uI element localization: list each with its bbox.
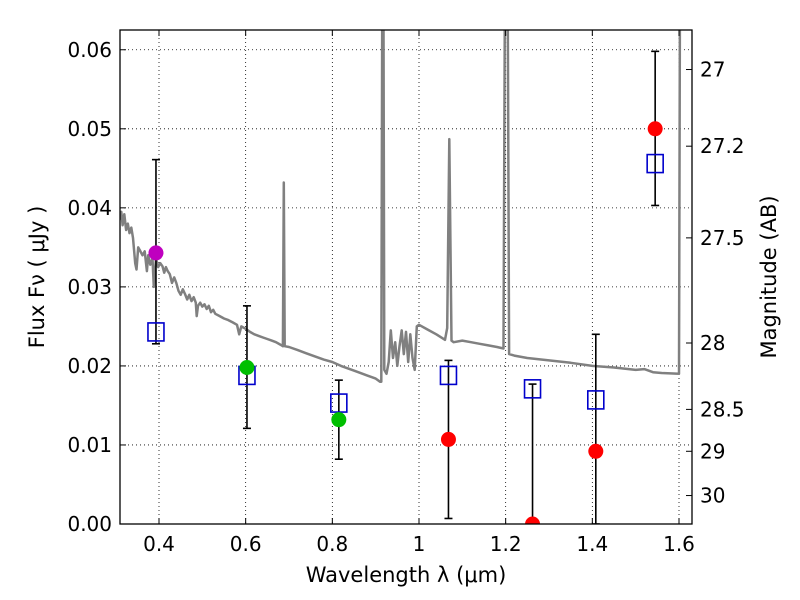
measurement-point — [148, 245, 164, 261]
x-tick-label: 1.6 — [663, 532, 695, 556]
y-tick-label: 0.04 — [67, 196, 112, 220]
y-tick-label: 0.01 — [67, 433, 112, 457]
x-tick-label: 1 — [413, 532, 426, 556]
model-flux-box — [330, 393, 348, 413]
model-flux-boxes-group — [147, 153, 664, 413]
plot-frame — [119, 29, 693, 525]
x-axis-label: Wavelength λ (μm) — [306, 563, 507, 587]
x-tick-label: 0.6 — [230, 532, 262, 556]
model-spectrum-line — [120, 30, 682, 383]
measurement-point — [525, 516, 541, 524]
x-tick-label: 1.4 — [576, 532, 608, 556]
model-flux-box — [439, 365, 458, 386]
x-tick-label: 1.2 — [490, 532, 522, 556]
x-axis-ticks: 0.4 0.6 0.8 1 1.2 1.4 1.6 — [143, 30, 695, 556]
right-tick-label: 30 — [700, 484, 725, 508]
measurement-point — [331, 412, 347, 428]
y-tick-label: 0.06 — [67, 38, 112, 62]
model-flux-box — [586, 390, 605, 410]
right-axis-ticks: 27 27.2 27.5 28 28.5 29 30 — [686, 58, 745, 508]
y-axis-ticks: 0.00 0.01 0.02 0.03 0.04 0.05 0.06 — [67, 38, 126, 536]
y-tick-label: 0.00 — [67, 512, 112, 536]
model-flux-box — [523, 379, 542, 399]
x-tick-label: 0.4 — [143, 532, 175, 556]
measurement-point — [588, 443, 604, 459]
measurement-point — [239, 360, 255, 376]
model-flux-box — [646, 153, 664, 174]
right-tick-label: 28.5 — [700, 397, 745, 421]
y-tick-label: 0.05 — [67, 117, 112, 141]
right-tick-label: 28 — [700, 331, 725, 355]
x-tick-label: 0.8 — [316, 532, 348, 556]
model-spectrum-group — [120, 30, 682, 383]
model-flux-box — [147, 322, 165, 342]
right-tick-label: 27.2 — [700, 134, 745, 158]
measurement-point — [440, 431, 456, 447]
y-axis-label: Flux Fν ( μJy ) — [25, 206, 49, 349]
measurement-points-group — [148, 121, 663, 524]
right-tick-label: 29 — [700, 439, 725, 463]
right-tick-label: 27.5 — [700, 226, 745, 250]
y-tick-label: 0.03 — [67, 275, 112, 299]
right-tick-label: 27 — [700, 58, 725, 82]
right-axis-label: Magnitude (AB) — [757, 195, 781, 358]
measurement-point — [647, 121, 663, 137]
y-tick-label: 0.02 — [67, 354, 112, 378]
